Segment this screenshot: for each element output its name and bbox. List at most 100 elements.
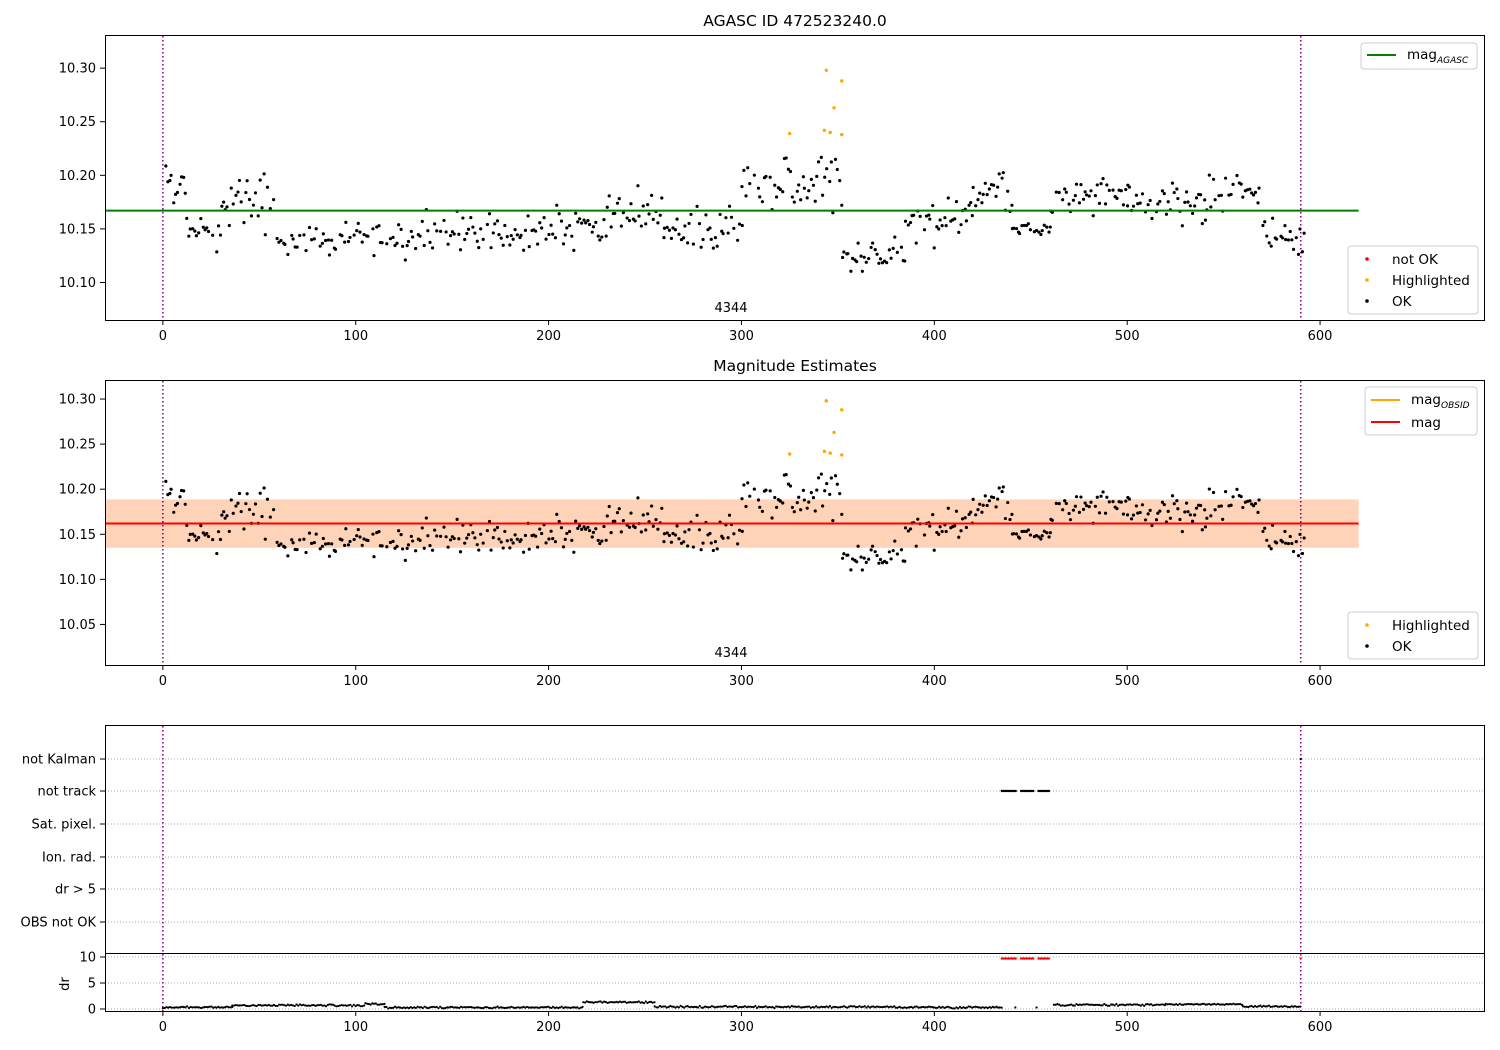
dr-point	[823, 1006, 826, 1009]
ok-point	[667, 228, 672, 232]
ok-point	[466, 532, 471, 537]
ok-point	[613, 211, 617, 216]
ok-point	[239, 509, 243, 514]
x-tick-label: 200	[536, 674, 561, 689]
dr-point	[821, 1005, 825, 1009]
ok-point	[786, 482, 791, 486]
ok-point	[321, 536, 325, 541]
ok-point	[1286, 541, 1291, 546]
ok-point	[424, 516, 428, 520]
dr-point	[489, 1006, 492, 1010]
ok-point	[538, 527, 542, 531]
svg-text:magAGASC: magAGASC	[1407, 47, 1469, 66]
dr-point	[1280, 1005, 1283, 1008]
ok-point	[218, 537, 223, 542]
dr-point	[423, 1005, 426, 1008]
ok-point	[406, 239, 411, 244]
dr-point	[1122, 1003, 1125, 1006]
dr-point	[510, 1005, 513, 1008]
ok-point	[953, 524, 957, 528]
ok-point	[820, 193, 825, 197]
ok-point	[561, 242, 566, 246]
ok-point	[237, 178, 242, 183]
ok-point	[981, 192, 985, 196]
ok-point	[1089, 500, 1093, 504]
dr-point	[430, 1005, 433, 1009]
ok-point	[549, 529, 553, 533]
ok-point	[797, 495, 801, 499]
dr-point	[851, 1005, 854, 1008]
dr-point	[479, 1006, 482, 1009]
ok-point	[636, 496, 640, 500]
ok-point	[1119, 500, 1123, 504]
ok-point	[1017, 231, 1022, 236]
dr-point	[893, 1005, 896, 1008]
dr-point	[238, 1004, 241, 1007]
ok-point	[1261, 529, 1265, 534]
ok-point	[348, 235, 352, 240]
ok-point	[1148, 508, 1152, 512]
ok-point	[194, 538, 198, 542]
ok-point	[842, 552, 846, 556]
ok-point	[1291, 247, 1296, 251]
ok-point	[536, 545, 540, 549]
highlighted-point	[840, 453, 844, 457]
dr-point	[560, 1005, 563, 1008]
ok-point	[1028, 533, 1033, 537]
dr-point	[333, 1004, 336, 1007]
ok-point	[236, 501, 240, 505]
ok-point	[307, 225, 312, 230]
ok-point	[1291, 549, 1296, 554]
ok-point	[877, 561, 881, 565]
ok-point	[1300, 551, 1305, 556]
dr-point	[446, 1006, 449, 1009]
ok-point	[764, 488, 768, 492]
dr-point	[421, 1006, 424, 1010]
ok-point	[639, 224, 643, 228]
ok-point	[838, 492, 842, 496]
ok-point	[889, 557, 893, 561]
ok-point	[627, 218, 632, 223]
ok-point	[994, 505, 998, 509]
ok-point	[1057, 190, 1061, 195]
dr-point	[432, 1005, 435, 1008]
ok-point	[682, 540, 686, 544]
ok-point	[283, 545, 287, 549]
dr-point	[587, 1000, 590, 1004]
dr-point	[683, 1006, 686, 1009]
ok-point	[770, 516, 774, 520]
dr-point	[1148, 1003, 1151, 1006]
y-tick-label: 10.15	[59, 528, 96, 543]
ok-point	[855, 260, 859, 264]
ok-point	[172, 201, 176, 205]
not-track-point	[1011, 789, 1014, 793]
dr-point	[1243, 1005, 1246, 1008]
ok-point	[686, 241, 690, 245]
ok-point	[669, 236, 674, 240]
ok-point	[629, 511, 633, 515]
dr-point	[965, 1006, 969, 1009]
ok-point	[526, 214, 530, 218]
ok-point	[188, 532, 192, 536]
dr-clipped-point	[1012, 957, 1016, 960]
ok-point	[1172, 190, 1176, 195]
dr-point	[1183, 1003, 1186, 1006]
ok-point	[395, 241, 399, 245]
ok-point	[360, 543, 364, 547]
ok-point	[229, 498, 233, 502]
dr-point	[534, 1006, 537, 1009]
dr-point	[813, 1006, 816, 1009]
ok-point	[740, 223, 744, 228]
dr-point	[837, 1006, 840, 1009]
dr-point	[278, 1003, 281, 1006]
ok-point	[1048, 225, 1052, 229]
dr-point	[761, 1006, 764, 1009]
ok-point	[875, 553, 879, 558]
dr-point	[764, 1005, 767, 1008]
ok-point	[199, 524, 203, 528]
not-track-point	[1044, 789, 1047, 793]
ok-point	[721, 231, 725, 236]
dr-point	[749, 1005, 752, 1008]
dr-point	[300, 1004, 303, 1007]
dr-point	[688, 1006, 691, 1009]
